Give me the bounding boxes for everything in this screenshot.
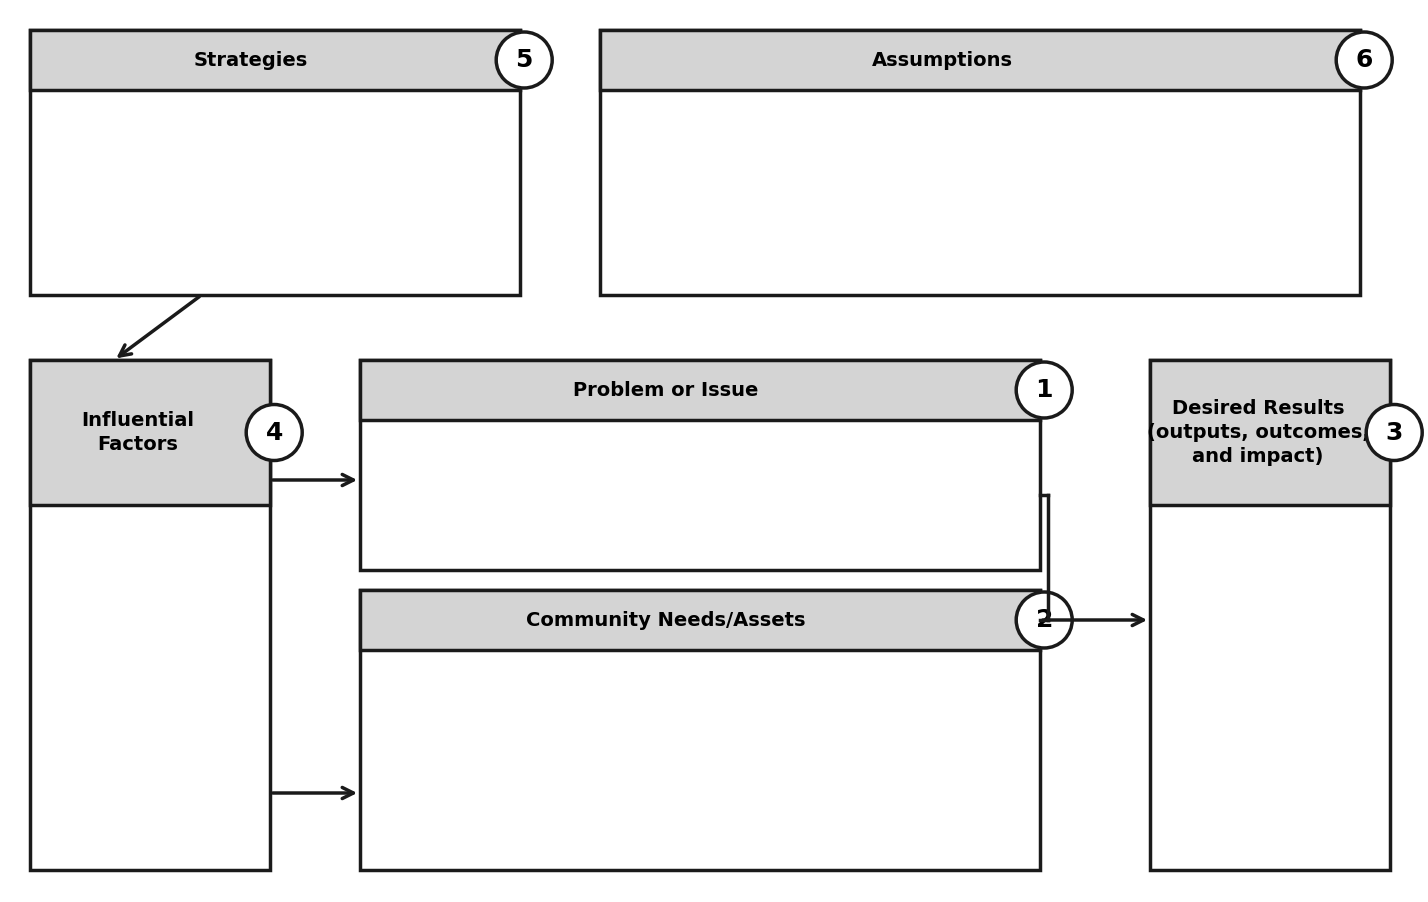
Bar bbox=[30, 30, 520, 295]
Bar bbox=[30, 30, 520, 90]
Text: 1: 1 bbox=[1035, 378, 1052, 402]
Circle shape bbox=[1367, 404, 1422, 461]
Bar bbox=[30, 360, 270, 505]
Bar bbox=[1150, 360, 1389, 870]
Bar bbox=[360, 590, 1040, 650]
Text: 4: 4 bbox=[266, 420, 283, 445]
Text: Community Needs/Assets: Community Needs/Assets bbox=[527, 611, 805, 630]
Circle shape bbox=[496, 32, 553, 88]
Text: 3: 3 bbox=[1385, 420, 1402, 445]
Circle shape bbox=[1017, 362, 1072, 418]
Text: Problem or Issue: Problem or Issue bbox=[573, 381, 758, 400]
Bar bbox=[360, 360, 1040, 570]
Bar bbox=[600, 30, 1359, 90]
Text: 5: 5 bbox=[516, 48, 533, 72]
Text: 6: 6 bbox=[1355, 48, 1372, 72]
Circle shape bbox=[1017, 592, 1072, 648]
Bar bbox=[600, 30, 1359, 295]
Circle shape bbox=[246, 404, 303, 461]
Text: Influential
Factors: Influential Factors bbox=[81, 411, 194, 454]
Bar bbox=[1150, 360, 1389, 505]
Circle shape bbox=[1337, 32, 1392, 88]
Text: Desired Results
(outputs, outcomes,
and impact): Desired Results (outputs, outcomes, and … bbox=[1147, 400, 1369, 465]
Bar bbox=[360, 590, 1040, 870]
Text: 2: 2 bbox=[1035, 608, 1052, 632]
Text: Strategies: Strategies bbox=[193, 51, 307, 69]
Bar bbox=[30, 360, 270, 870]
Bar bbox=[360, 360, 1040, 420]
Text: Assumptions: Assumptions bbox=[871, 51, 1012, 69]
